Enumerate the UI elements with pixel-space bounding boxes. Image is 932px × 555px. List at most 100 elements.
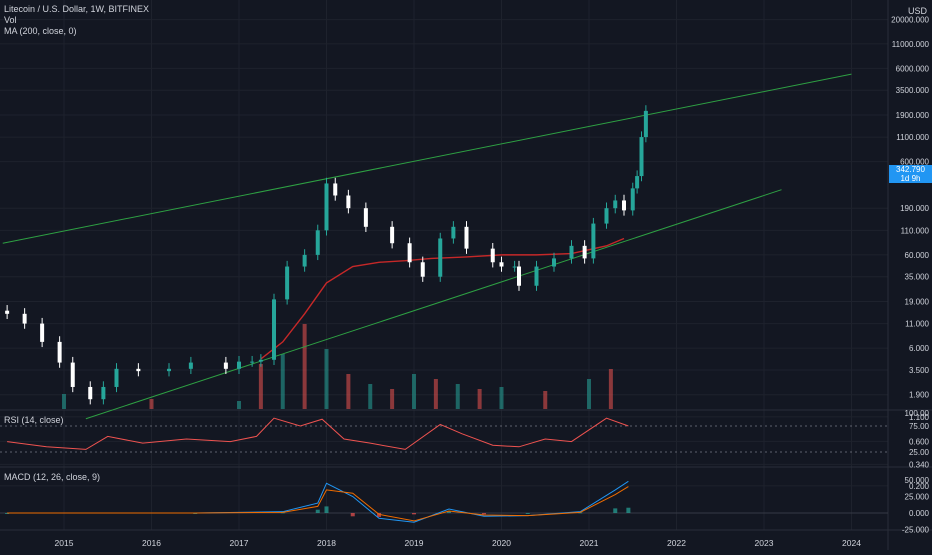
candle	[622, 200, 626, 211]
time-tick-label: 2023	[755, 538, 774, 548]
candle	[5, 310, 10, 314]
volume-bar	[149, 399, 154, 409]
price-tick-label: 11000.000	[892, 40, 930, 49]
last-price-tag: 342.790	[889, 165, 932, 174]
candle	[438, 238, 443, 277]
price-tick-label: 0.200	[909, 482, 930, 491]
rsi-line	[7, 417, 629, 450]
volume-bar	[543, 391, 548, 409]
rsi-tick-label: 100.00	[905, 409, 930, 418]
macd-tick-label: 50.000	[905, 476, 930, 485]
candle	[88, 386, 93, 400]
candle	[499, 262, 504, 267]
candle	[363, 208, 368, 227]
candle	[40, 323, 45, 342]
candle	[101, 386, 106, 400]
candle	[285, 266, 290, 300]
candle	[639, 137, 644, 177]
volume-bar	[237, 401, 241, 409]
price-tick-label: 20000.000	[891, 16, 929, 25]
ma-legend[interactable]: MA (200, close, 0)	[4, 26, 77, 36]
currency-label: USD	[908, 6, 928, 16]
volume-bar	[324, 349, 329, 409]
price-tick-label: 3.500	[909, 366, 930, 375]
price-tick-label: 1900.000	[896, 111, 930, 120]
macd-histogram-bar	[324, 506, 329, 513]
candle	[591, 223, 596, 259]
trendline	[2, 73, 852, 244]
time-tick-label: 2019	[405, 538, 424, 548]
candle	[188, 362, 193, 369]
time-tick-label: 2015	[55, 538, 74, 548]
price-tick-label: 6.000	[909, 344, 930, 353]
candle	[534, 266, 539, 286]
time-tick-label: 2016	[142, 538, 161, 548]
candle	[223, 362, 228, 369]
volume-bar	[587, 379, 591, 409]
macd-histogram-bar	[315, 509, 320, 513]
volume-bar	[499, 387, 504, 409]
rsi-tick-label: 75.00	[909, 422, 930, 431]
time-tick-label: 2021	[580, 538, 599, 548]
candle	[237, 361, 241, 369]
price-tick-label: 600.000	[900, 158, 929, 167]
volume-bar	[302, 324, 307, 409]
macd-histogram-bar	[377, 513, 381, 517]
candle	[569, 245, 574, 259]
volume-legend[interactable]: Vol	[4, 15, 17, 25]
candle	[258, 359, 263, 362]
time-tick-label: 2017	[230, 538, 249, 548]
volume-bar	[346, 374, 351, 409]
rsi-legend[interactable]: RSI (14, close)	[4, 415, 64, 425]
time-tick-label: 2020	[492, 538, 511, 548]
trendline	[85, 189, 782, 420]
price-tick-label: 0.340	[909, 460, 930, 469]
candle	[324, 183, 329, 231]
volume-bar	[280, 354, 285, 409]
price-tick-label: 3500.000	[896, 86, 930, 95]
macd-histogram-bar	[447, 511, 451, 513]
macd-histogram-bar	[626, 507, 631, 513]
volume-bar	[608, 369, 613, 409]
macd-legend[interactable]: MACD (12, 26, close, 9)	[4, 472, 101, 482]
price-tick-label: 1.100	[909, 413, 930, 422]
price-tick-label: 6000.000	[896, 64, 930, 73]
candle	[643, 110, 648, 138]
signal-line	[7, 486, 629, 522]
candle	[333, 183, 338, 196]
candle	[167, 368, 171, 372]
candle	[114, 368, 119, 387]
candle	[490, 248, 495, 263]
time-tick-label: 2018	[317, 538, 336, 548]
candle	[57, 341, 62, 363]
volume-bar	[433, 379, 438, 409]
macd-tick-label: 25.000	[905, 493, 930, 502]
macd-histogram-bar	[525, 513, 530, 514]
volume-bar	[455, 384, 460, 409]
candle	[604, 208, 609, 224]
price-tick-label: 190.000	[900, 204, 929, 213]
candle	[464, 226, 469, 249]
candle	[250, 361, 255, 363]
candle	[552, 258, 556, 267]
macd-histogram-bar	[482, 513, 486, 515]
candle	[451, 226, 456, 239]
macd-tick-label: 0.000	[909, 509, 930, 518]
volume-bar	[390, 389, 395, 409]
candle	[420, 262, 425, 277]
price-tick-label: 1100.000	[896, 133, 929, 142]
candle	[272, 299, 276, 360]
time-tick-label: 2022	[667, 538, 686, 548]
macd-histogram-bar	[412, 513, 416, 515]
candle	[630, 188, 635, 211]
candle	[512, 266, 517, 268]
symbol-legend[interactable]: Litecoin / U.S. Dollar, 1W, BITFINEX	[4, 4, 150, 14]
candle	[635, 176, 640, 189]
volume-bar	[477, 389, 482, 409]
candle	[613, 200, 618, 209]
volume-bar	[62, 394, 66, 409]
candle	[582, 245, 587, 259]
price-tick-label: 11.000	[905, 320, 929, 329]
